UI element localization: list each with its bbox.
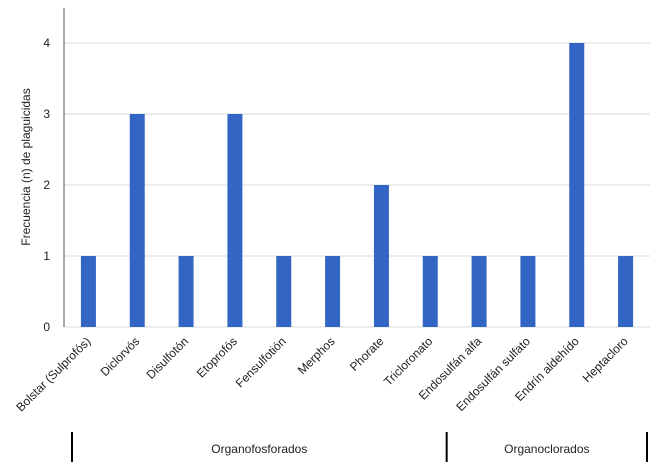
y-tick-label: 3 xyxy=(43,107,50,121)
group-label: Organoclorados xyxy=(504,442,589,456)
bar xyxy=(325,256,341,327)
y-tick-label: 2 xyxy=(43,178,50,192)
x-tick-label: Fensulfotión xyxy=(233,334,289,390)
bar xyxy=(373,185,389,327)
y-axis-label: Frecuencia (n) de plaguicidas xyxy=(19,88,33,245)
x-axis-ticks: Bolstar (Sulprofós) Diclorvós Disulfotón Et… xyxy=(13,334,631,414)
y-tick-label: 4 xyxy=(43,36,50,50)
x-tick-label: Heptacloro xyxy=(580,334,631,385)
bar xyxy=(276,256,292,327)
y-tick-label: 0 xyxy=(43,320,50,334)
y-axis-ticks: 0 1 2 3 4 xyxy=(43,36,50,334)
bar xyxy=(422,256,438,327)
group-label: Organofosforados xyxy=(211,442,307,456)
y-tick-label: 1 xyxy=(43,249,50,263)
x-tick-label: Phorate xyxy=(347,334,387,374)
bar xyxy=(569,43,585,327)
bar xyxy=(129,114,145,327)
bar xyxy=(471,256,487,327)
bar xyxy=(618,256,634,327)
gridlines xyxy=(64,42,650,328)
x-tick-label: Diclorvós xyxy=(98,334,143,379)
bar xyxy=(80,256,96,327)
bar xyxy=(178,256,194,327)
category-groups: Organofosforados Organoclorados xyxy=(71,432,648,462)
x-tick-label: Etoprofós xyxy=(194,334,240,380)
bar xyxy=(520,256,536,327)
bars xyxy=(80,43,634,327)
x-tick-label: Bolstar (Sulprofós) xyxy=(13,334,93,414)
x-tick-label: Disulfotón xyxy=(144,334,192,382)
x-tick-label: Merphos xyxy=(295,334,338,377)
bar xyxy=(227,114,243,327)
